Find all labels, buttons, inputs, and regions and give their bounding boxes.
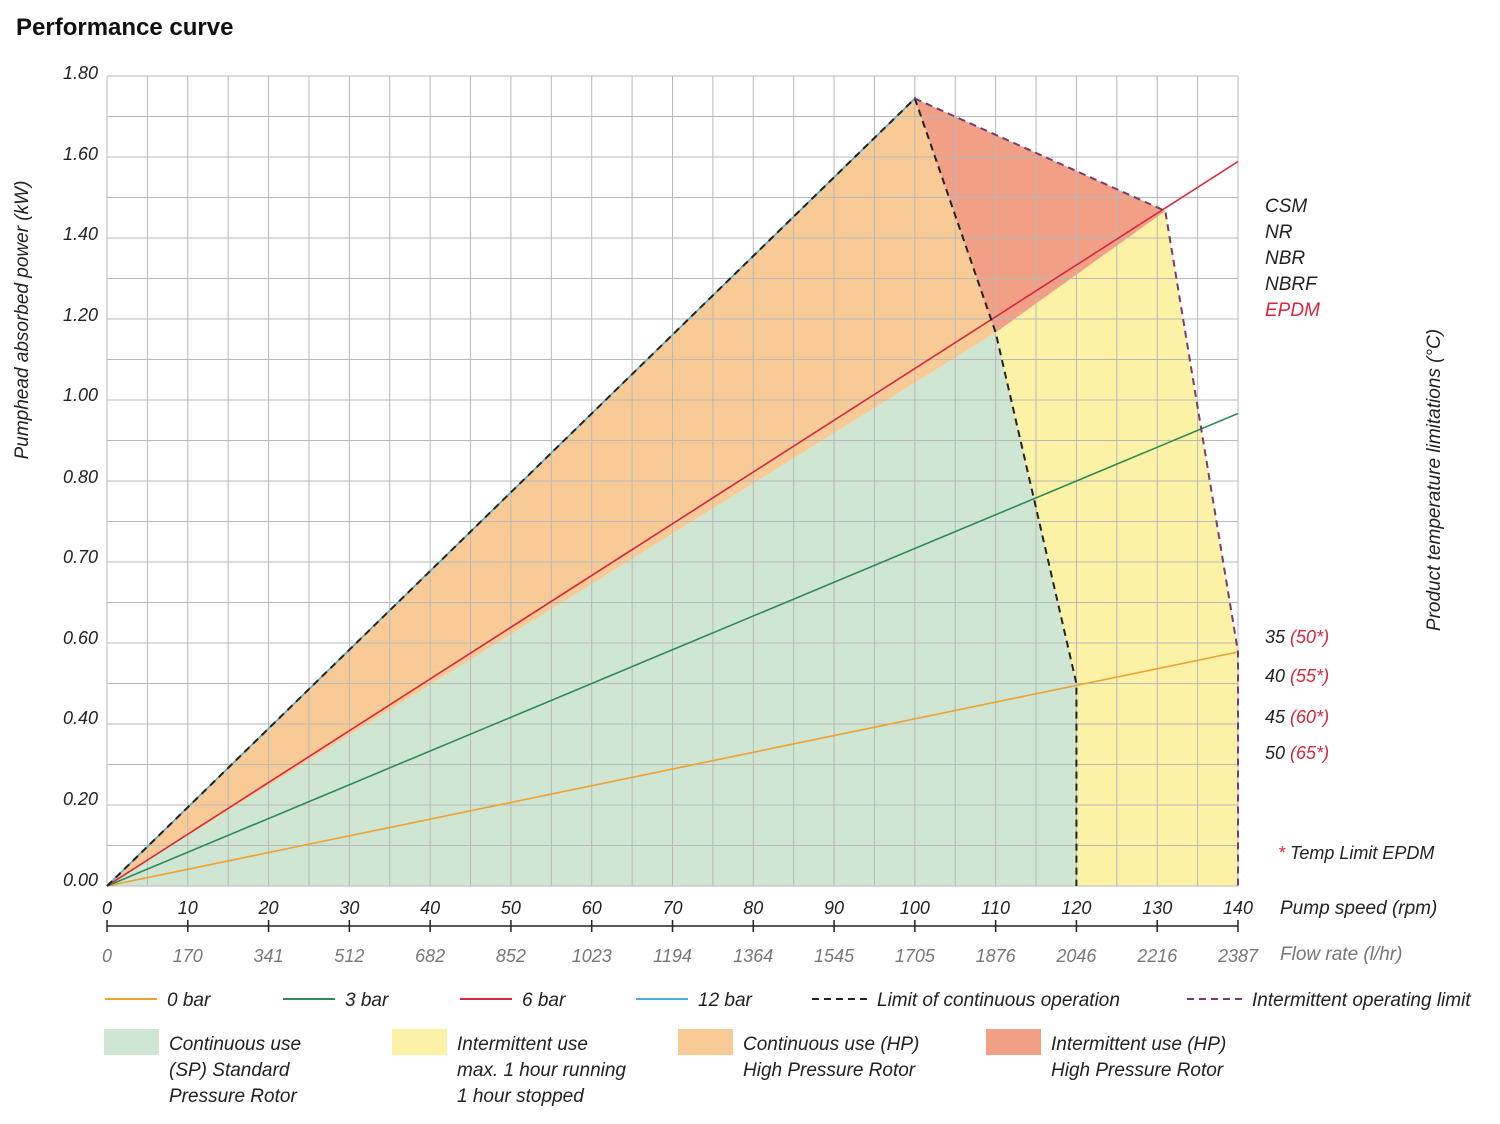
flow-tick-label: 512 — [334, 946, 364, 966]
y-tick-label: 0.00 — [63, 870, 98, 890]
legend-areas: Continuous use (SP) Standard Pressure Roto… — [104, 1029, 1226, 1107]
temp-limit-value: 40 — [1265, 666, 1285, 686]
temp-limit: 50 (65*) — [1265, 743, 1329, 763]
x-tick-label: 120 — [1061, 898, 1091, 918]
flow-tick-label: 1023 — [572, 946, 612, 966]
flow-tick-label: 852 — [496, 946, 526, 966]
legend-line-label: 3 bar — [345, 990, 389, 1011]
flow-tick-label: 0 — [102, 946, 112, 966]
temp-limit: 45 (60*) — [1265, 707, 1329, 727]
y-tick-label: 1.40 — [63, 224, 98, 244]
y-tick-label: 1.00 — [63, 385, 98, 405]
legend-area-label: High Pressure Rotor — [743, 1060, 916, 1081]
series-line-2 — [106, 160, 1239, 887]
legend-area-swatch — [392, 1029, 447, 1055]
x-tick-label: 30 — [339, 898, 359, 918]
temp-limit-epdm: (60*) — [1290, 707, 1329, 727]
x-tick-label: 50 — [501, 898, 521, 918]
legend-line-label: 6 bar — [522, 990, 566, 1011]
flow-tick-label: 1194 — [653, 946, 692, 966]
y-tick-label: 0.40 — [63, 708, 98, 728]
x-tick-label: 20 — [258, 898, 279, 918]
series-line-4 — [106, 96, 1078, 887]
series-line-5 — [914, 97, 1239, 886]
flow-tick-label: 1876 — [976, 946, 1017, 966]
footnote-text: Temp Limit EPDM — [1285, 843, 1434, 863]
material-label: NR — [1265, 222, 1293, 243]
flow-tick-label: 170 — [173, 946, 203, 966]
x-tick-label: 90 — [824, 898, 844, 918]
x-tick-label: 80 — [743, 898, 763, 918]
x-tick-label: 70 — [662, 898, 682, 918]
temperature-limits: 35 (50*)40 (55*)45 (60*)50 (65*) — [1265, 627, 1329, 763]
legend-area-label: Pressure Rotor — [169, 1086, 297, 1107]
y-axis-label: Pumphead absorbed power (kW) — [12, 181, 33, 460]
temp-limit-value: 35 — [1265, 627, 1286, 647]
y2-axis-label: Product temperature limitations (°C) — [1424, 329, 1445, 631]
x-tick-label: 140 — [1223, 898, 1253, 918]
legend-area-swatch — [104, 1029, 159, 1055]
legend-line-label: Limit of continuous operation — [877, 990, 1120, 1011]
legend-lines: 0 bar 3 bar 6 bar 12 bar Limit of continuous… — [105, 990, 1471, 1011]
flow-tick-label: 682 — [415, 946, 445, 966]
temp-limit: 40 (55*) — [1265, 666, 1329, 686]
x-tick-label: 110 — [981, 898, 1010, 918]
flow-axis-label: Flow rate (l/hr) — [1280, 944, 1402, 965]
flow-tick-label: 2216 — [1136, 946, 1178, 966]
legend-area-label: max. 1 hour running — [457, 1060, 626, 1081]
y-tick-label: 1.60 — [63, 144, 98, 164]
temp-limit-value: 45 — [1265, 707, 1286, 727]
x-tick-label: 100 — [900, 898, 930, 918]
temp-limit: 35 (50*) — [1265, 627, 1329, 647]
y-tick-label: 0.80 — [63, 467, 98, 487]
x-tick-label: 130 — [1142, 898, 1172, 918]
material-label: CSM — [1265, 196, 1307, 217]
legend-line-label: 12 bar — [698, 990, 753, 1011]
x-tick-label: 60 — [582, 898, 602, 918]
legend-area-label: Intermittent use (HP) — [1051, 1034, 1226, 1055]
y-tick-label: 1.80 — [63, 63, 98, 83]
flow-tick-label: 341 — [254, 946, 284, 966]
legend-area-label: 1 hour stopped — [457, 1086, 585, 1107]
chart-title: Performance curve — [16, 14, 233, 41]
y-tick-label: 0.20 — [63, 789, 98, 809]
y-tick-label: 1.20 — [63, 305, 98, 325]
material-list: CSM NR NBR NBRF EPDM — [1265, 196, 1320, 321]
x-axis-label: Pump speed (rpm) — [1280, 898, 1437, 919]
grid — [106, 75, 1239, 887]
x-tick-label: 10 — [178, 898, 198, 918]
series-lines — [106, 96, 1239, 887]
legend-area-label: Continuous use (HP) — [743, 1034, 919, 1055]
material-label: NBRF — [1265, 274, 1318, 295]
flow-tick-label: 1364 — [733, 946, 773, 966]
series-line-0 — [106, 651, 1239, 887]
flow-tick-label: 2387 — [1217, 946, 1259, 966]
x-tick-label: 40 — [420, 898, 440, 918]
temp-limit-value: 50 — [1265, 743, 1285, 763]
legend-line-label: 0 bar — [167, 990, 211, 1011]
temp-limit-epdm: (50*) — [1290, 627, 1329, 647]
y-tick-label: 0.70 — [63, 547, 98, 567]
legend-area-label: Intermittent use — [457, 1034, 588, 1055]
x-tick-label: 0 — [102, 898, 112, 918]
material-label: EPDM — [1265, 300, 1320, 321]
footnote: * Temp Limit EPDM — [1278, 843, 1434, 863]
tick-labels: 0.00 0.20 0.40 0.60 0.70 0.80 1.00 1.20 1.40 1.60… — [63, 63, 1259, 966]
flow-tick-label: 1545 — [814, 946, 855, 966]
temp-limit-epdm: (65*) — [1290, 743, 1329, 763]
legend-area-label: Continuous use — [169, 1034, 301, 1055]
temp-limit-epdm: (55*) — [1290, 666, 1329, 686]
flow-tick-label: 1705 — [895, 946, 936, 966]
series-line-1 — [106, 412, 1239, 887]
y-tick-label: 0.60 — [63, 628, 98, 648]
legend-area-swatch — [678, 1029, 733, 1055]
material-label: NBR — [1265, 248, 1305, 269]
legend-area-label: (SP) Standard — [169, 1060, 291, 1081]
footnote-star: * — [1278, 843, 1286, 863]
legend-area-swatch — [986, 1029, 1041, 1055]
flow-tick-label: 2046 — [1055, 946, 1097, 966]
legend-area-label: High Pressure Rotor — [1051, 1060, 1224, 1081]
legend-line-label: Intermittent operating limit — [1252, 990, 1471, 1011]
